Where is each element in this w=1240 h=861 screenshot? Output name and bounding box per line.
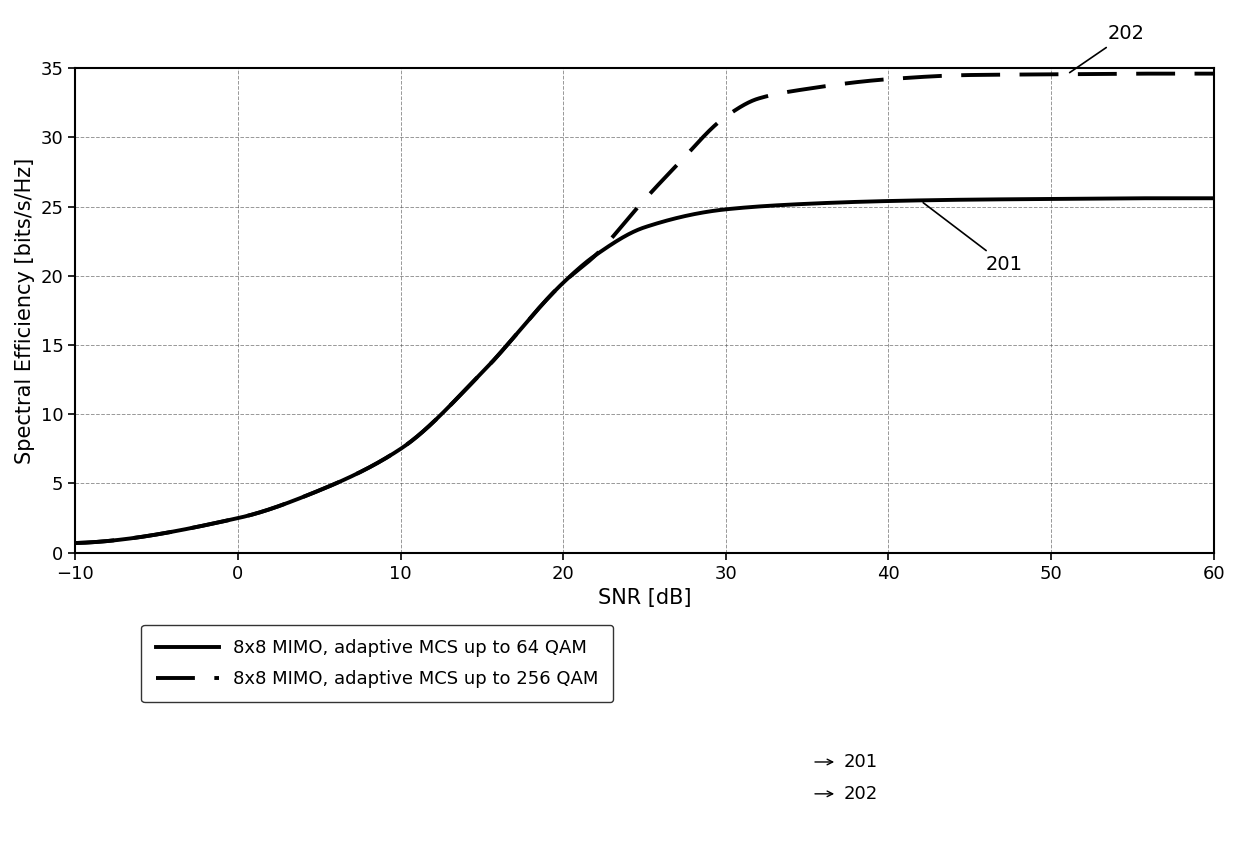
Text: 201: 201 [843, 753, 878, 771]
Text: 201: 201 [924, 202, 1023, 274]
X-axis label: SNR [dB]: SNR [dB] [598, 588, 691, 608]
Text: 202: 202 [843, 785, 878, 802]
Legend: 8x8 MIMO, adaptive MCS up to 64 QAM, 8x8 MIMO, adaptive MCS up to 256 QAM: 8x8 MIMO, adaptive MCS up to 64 QAM, 8x8… [141, 625, 614, 703]
Text: 202: 202 [1070, 24, 1145, 72]
Y-axis label: Spectral Efficiency [bits/s/Hz]: Spectral Efficiency [bits/s/Hz] [15, 158, 35, 463]
